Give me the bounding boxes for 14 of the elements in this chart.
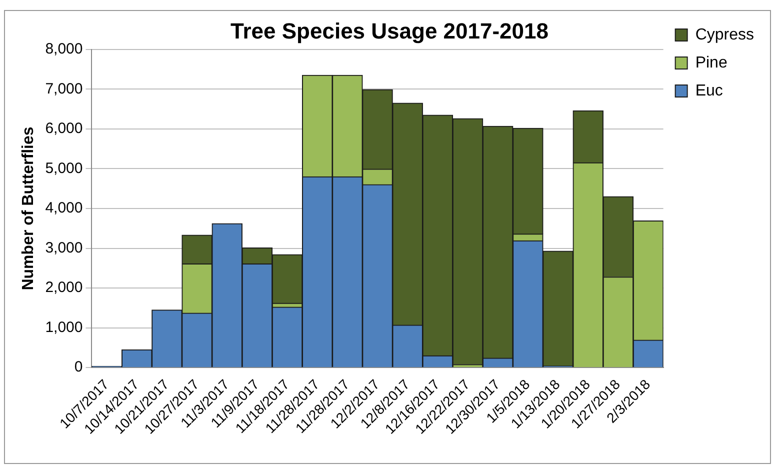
legend-label: Pine (695, 54, 728, 72)
y-tick-label: 5,000 (45, 160, 83, 177)
y-tick-label: 4,000 (45, 200, 83, 217)
y-tick-label: 3,000 (45, 239, 83, 256)
y-tick-label: 6,000 (45, 120, 83, 138)
legend-label: Euc (695, 82, 723, 100)
y-axis-title: Number of Butterflies (20, 126, 38, 290)
y-tick-label: 0 (74, 358, 83, 376)
y-tick-label: 8,000 (45, 40, 83, 58)
y-tick-label: 7,000 (45, 80, 83, 98)
y-tick-label: 2,000 (45, 279, 83, 296)
chart-title: Tree Species Usage 2017-2018 (230, 18, 549, 44)
y-tick-label: 1,000 (45, 318, 83, 336)
legend-label: Cypress (695, 26, 754, 44)
